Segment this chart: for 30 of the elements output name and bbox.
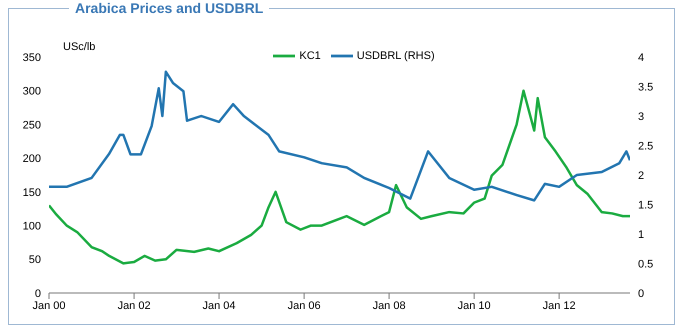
y2-tick-label: 4 [638, 52, 644, 64]
x-tick-label: Jan 02 [118, 300, 151, 312]
y2-tick-label: 0.5 [638, 258, 654, 270]
y2-tick-label: 1.5 [638, 199, 654, 212]
y-tick-label: 150 [22, 186, 41, 199]
line-series [49, 70, 630, 202]
x-tick-label: Jan 00 [32, 300, 66, 312]
y-tick-label: 300 [22, 86, 41, 98]
y-tick-label: 0 [34, 288, 41, 300]
y-tick-label: 100 [22, 220, 41, 232]
y2-tick-label: 2.5 [638, 140, 654, 152]
x-tick-label: Jan 04 [202, 300, 236, 312]
y2-tick-label: 3.5 [638, 81, 654, 94]
y-tick-label: 50 [28, 254, 41, 266]
chart-title: Arabica Prices and USDBRL [69, 0, 270, 16]
x-tick-label: Jan 10 [458, 300, 491, 312]
y2-tick-label: 1 [638, 228, 644, 241]
y-axis-title: USc/lb [63, 41, 96, 53]
x-tick-label: Jan 12 [542, 300, 576, 312]
y-tick-label: 350 [22, 52, 41, 64]
x-tick-label: Jan 06 [288, 300, 321, 312]
legend-label: KC1 [299, 50, 321, 62]
y-tick-label: 250 [22, 119, 41, 132]
line-series [49, 89, 630, 265]
legend-label: USDBRL (RHS) [356, 50, 435, 62]
x-tick-label: Jan 08 [372, 300, 406, 312]
y2-tick-label: 3 [638, 110, 644, 123]
y2-tick-label: 2 [638, 170, 644, 182]
y2-tick-label: 0 [638, 288, 644, 300]
y-tick-label: 200 [22, 153, 41, 166]
